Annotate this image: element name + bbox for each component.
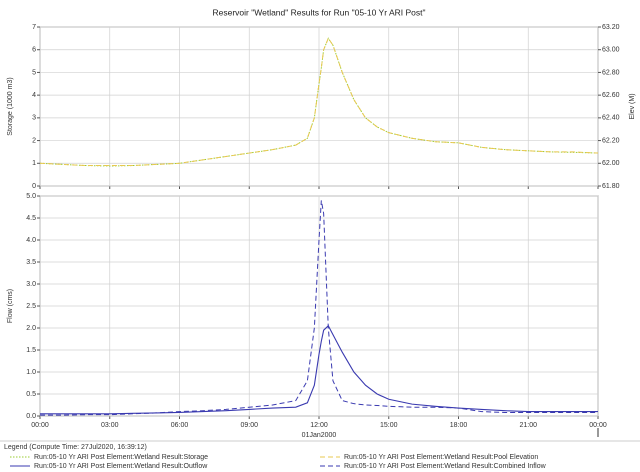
y-tick-label: 6 <box>32 47 36 54</box>
y-tick-label: 5.0 <box>26 193 36 200</box>
x-tick-label: 09:00 <box>240 422 258 429</box>
legend-label: Run:05-10 Yr ARI Post Element:Wetland Re… <box>34 463 208 470</box>
legend-label: Run:05-10 Yr ARI Post Element:Wetland Re… <box>34 454 208 461</box>
x-tick-label: 06:00 <box>171 422 189 429</box>
y-tick-label: 1 <box>32 160 36 167</box>
y2-tick-label: 61.80 <box>602 183 620 190</box>
x-tick-label: 03:00 <box>101 422 119 429</box>
y2-tick-label: 62.20 <box>602 137 620 144</box>
y2-tick-label: 62.60 <box>602 92 620 99</box>
y2-tick-label: 62.80 <box>602 69 620 76</box>
x-tick-label: 00:00 <box>31 422 49 429</box>
y-tick-label: 3.5 <box>26 259 36 266</box>
y2-tick-label: 62.40 <box>602 115 620 122</box>
y-tick-label: 0.5 <box>26 391 36 398</box>
y-tick-label: 1.0 <box>26 369 36 376</box>
y-tick-label: 5 <box>32 69 36 76</box>
y-tick-label: 4 <box>32 92 36 99</box>
y-tick-label: 4.5 <box>26 215 36 222</box>
y-tick-label: 2.5 <box>26 303 36 310</box>
y2-axis-label: Elev (M) <box>629 93 636 119</box>
y-tick-label: 1.5 <box>26 347 36 354</box>
legend-label: Run:05-10 Yr ARI Post Element:Wetland Re… <box>344 454 538 461</box>
y-tick-label: 0 <box>32 183 36 190</box>
y-tick-label: 2 <box>32 137 36 144</box>
y-axis-label: Storage (1000 m3) <box>7 77 14 135</box>
legend-label: Run:05-10 Yr ARI Post Element:Wetland Re… <box>344 463 547 470</box>
x-tick-label: 15:00 <box>380 422 398 429</box>
x-axis-label: 01Jan2000 <box>302 432 337 439</box>
x-tick-label: 00:00 <box>589 422 607 429</box>
x-tick-label: 21:00 <box>519 422 537 429</box>
series-line <box>40 200 598 416</box>
y2-tick-label: 63.00 <box>602 47 620 54</box>
y-axis-label: Flow (cms) <box>7 289 14 323</box>
legend-title: Legend (Compute Time: 27Jul2020, 16:39:1… <box>4 444 147 451</box>
chart-title: Reservoir "Wetland" Results for Run "05-… <box>212 7 425 17</box>
y-tick-label: 2.0 <box>26 325 36 332</box>
y-tick-label: 0.0 <box>26 413 36 420</box>
series-line <box>39 37 599 167</box>
y-tick-label: 4.0 <box>26 237 36 244</box>
y2-tick-label: 63.20 <box>602 24 620 31</box>
y-tick-label: 3.0 <box>26 281 36 288</box>
y-tick-label: 3 <box>32 115 36 122</box>
y2-tick-label: 62.00 <box>602 160 620 167</box>
x-tick-label: 18:00 <box>450 422 468 429</box>
y-tick-label: 7 <box>32 24 36 31</box>
x-tick-label: 12:00 <box>310 422 328 429</box>
